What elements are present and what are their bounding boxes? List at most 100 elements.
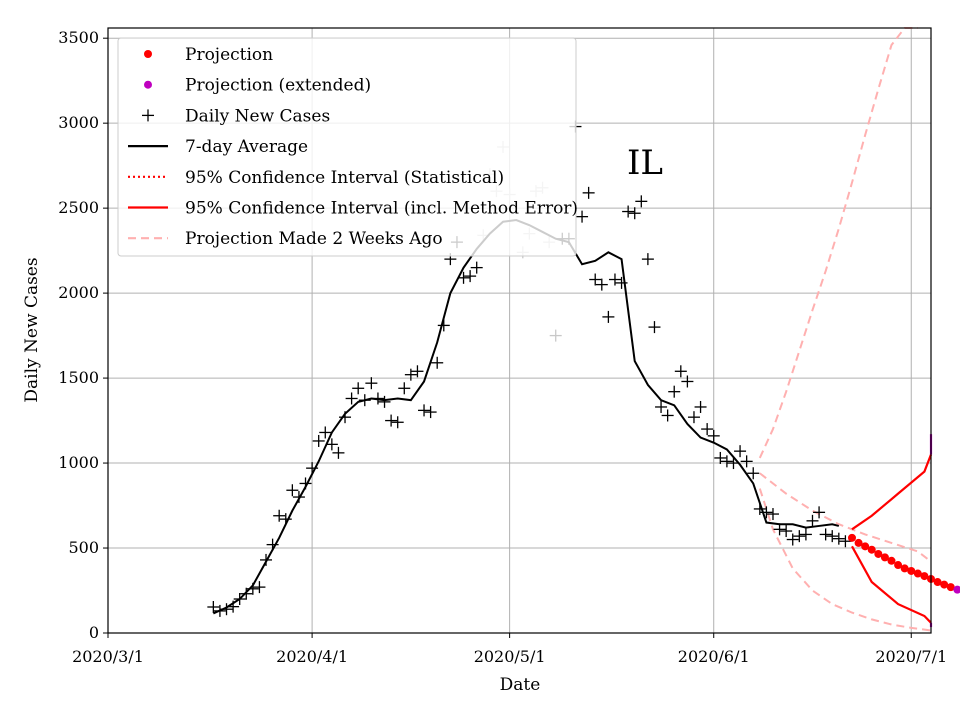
daily-cases-marker — [628, 207, 641, 220]
y-tick-label: 3000 — [58, 113, 99, 132]
daily-cases-marker — [431, 356, 444, 369]
daily-cases-marker — [595, 278, 608, 291]
daily-cases-marker — [734, 445, 747, 458]
x-tick-label: 2020/4/1 — [276, 647, 348, 666]
ci-lower-line — [851, 545, 932, 624]
projection-point — [913, 569, 922, 578]
y-axis-label: Daily New Cases — [22, 257, 42, 402]
y-tick-label: 500 — [68, 538, 99, 557]
daily-cases-marker — [312, 434, 325, 447]
legend-label: Projection Made 2 Weeks Ago — [185, 229, 443, 249]
daily-cases-marker — [661, 409, 674, 422]
y-tick-label: 1000 — [58, 453, 99, 472]
daily-cases-marker — [385, 414, 398, 427]
projection-point — [861, 542, 870, 551]
state-label: IL — [627, 143, 663, 183]
daily-cases-marker — [720, 455, 733, 468]
daily-cases-marker — [786, 533, 799, 546]
projection-point — [854, 538, 863, 547]
daily-cases-marker — [681, 375, 694, 388]
y-tick-label: 0 — [89, 623, 99, 642]
projection-point — [887, 556, 896, 565]
daily-cases-marker — [747, 467, 760, 480]
daily-cases-marker — [470, 261, 483, 274]
daily-cases-marker — [457, 271, 470, 284]
daily-cases-marker — [404, 368, 417, 381]
daily-cases-marker — [766, 508, 779, 521]
legend-label: Projection — [185, 45, 273, 65]
projection-point — [907, 566, 916, 575]
daily-cases-marker — [780, 525, 793, 538]
daily-cases-marker — [799, 528, 812, 541]
plot-frame — [107, 27, 932, 634]
legend-label: Daily New Cases — [185, 106, 330, 126]
legend-dot-icon — [144, 50, 152, 58]
y-tick-label: 1500 — [58, 368, 99, 387]
daily-cases-marker — [687, 411, 700, 424]
prev-projection-lower-line — [758, 488, 932, 633]
daily-cases-marker — [674, 365, 687, 378]
daily-cases-marker — [740, 455, 753, 468]
x-tick-label: 2020/7/1 — [875, 647, 947, 666]
projection-point — [900, 564, 909, 573]
x-tick-label: 2020/6/1 — [678, 647, 750, 666]
legend-entry: 95% Confidence Interval (incl. Method Er… — [128, 199, 578, 219]
daily-cases-marker — [826, 530, 839, 543]
legend-entry: 95% Confidence Interval (Statistical) — [128, 168, 504, 188]
daily-cases-marker — [549, 329, 562, 342]
projection-point — [894, 561, 903, 570]
daily-cases-marker — [832, 532, 845, 545]
daily-cases-marker — [319, 426, 332, 439]
daily-cases-marker — [608, 273, 621, 286]
daily-cases-marker — [648, 321, 661, 334]
daily-cases-marker — [411, 365, 424, 378]
prev-projection-center-line — [759, 472, 932, 563]
daily-cases-marker — [635, 195, 648, 208]
projection-point — [867, 545, 876, 554]
legend-label: Projection (extended) — [185, 76, 371, 96]
daily-cases-marker — [582, 186, 595, 199]
daily-cases-marker — [464, 270, 477, 283]
daily-cases-marker — [813, 506, 826, 519]
legend-entry: Projection Made 2 Weeks Ago — [128, 229, 443, 249]
legend-entry: 7-day Average — [128, 137, 308, 157]
daily-cases-marker — [398, 382, 411, 395]
prev-projection-upper-line — [758, 27, 918, 459]
daily-cases-marker — [622, 205, 635, 218]
daily-cases-marker — [707, 429, 720, 442]
daily-cases-marker — [207, 600, 220, 613]
projection-point — [874, 549, 883, 558]
projection-point — [946, 583, 955, 592]
daily-cases-marker — [378, 395, 391, 408]
daily-cases-marker — [253, 581, 266, 594]
x-axis-label: Date — [500, 675, 541, 695]
projection-point — [940, 580, 949, 589]
y-tick-label: 2500 — [58, 198, 99, 217]
daily-cases-marker — [806, 514, 819, 527]
projection-point — [847, 533, 856, 542]
legend-entry: Daily New Cases — [142, 106, 330, 126]
daily-cases-marker — [273, 509, 286, 522]
daily-cases-marker — [418, 404, 431, 417]
legend: Projection Projection (extended) Daily New… — [117, 37, 578, 257]
daily-cases-marker — [668, 385, 681, 398]
legend-label: 95% Confidence Interval (Statistical) — [185, 168, 504, 188]
x-tick-label: 2020/5/1 — [474, 647, 546, 666]
daily-cases-marker — [365, 377, 378, 390]
daily-cases-marker — [773, 523, 786, 536]
daily-cases-marker — [602, 310, 615, 323]
ci-upper-line — [851, 454, 933, 531]
annotation-layer: IL — [627, 143, 663, 183]
daily-cases-marker — [589, 273, 602, 286]
daily-cases-marker — [819, 528, 832, 541]
daily-cases-marker — [655, 400, 668, 413]
daily-cases-marker — [714, 451, 727, 464]
daily-cases-marker — [839, 535, 852, 548]
daily-cases-marker — [641, 253, 654, 266]
axes: 0 500 1000 1500 2000 2500 3000 3500 2020/3/1 2020… — [58, 28, 947, 666]
daily-cases-marker — [694, 400, 707, 413]
daily-cases-marker — [332, 446, 345, 459]
legend-entry: Projection — [144, 45, 273, 65]
projection-point — [880, 553, 889, 562]
